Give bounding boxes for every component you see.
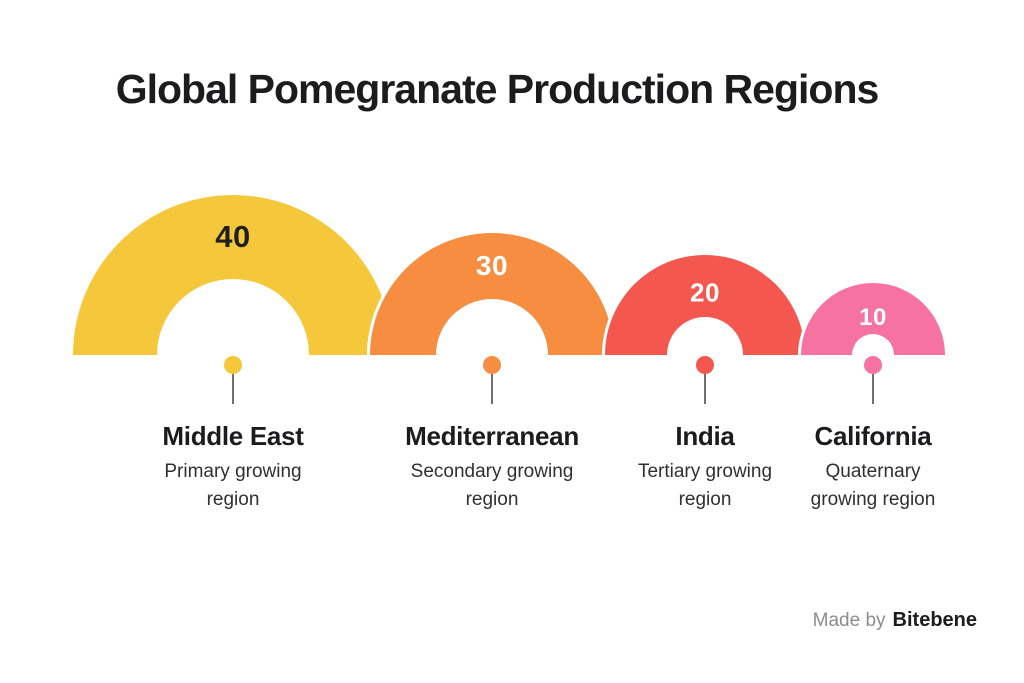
region-name: India (675, 421, 735, 451)
pin-line (704, 374, 706, 404)
arch-inner-hole (852, 334, 894, 355)
region-description: Secondary growing region (395, 458, 590, 514)
chart-title: Global Pomegranate Production Regions (115, 66, 880, 112)
made-by-label: Made by (812, 610, 886, 631)
value-label: 20 (690, 277, 720, 308)
region-name: Middle East (162, 421, 304, 451)
description-line: region (206, 489, 260, 510)
value-label: 40 (215, 219, 251, 254)
pin-line (232, 374, 234, 404)
description-line: Quaternary (825, 461, 921, 482)
pin-line (872, 374, 874, 404)
description-line: Secondary growing (410, 461, 574, 482)
description-line: Primary growing (164, 461, 302, 482)
region-description: Quaternary growing region (806, 458, 941, 514)
description-line: Tertiary growing (637, 461, 773, 482)
description-line: region (465, 489, 519, 510)
description-line: growing region (810, 489, 936, 510)
description-line: region (678, 489, 732, 510)
pin-dot (696, 356, 714, 374)
region-name: Mediterranean (405, 421, 579, 451)
region-description: Tertiary growing region (618, 458, 793, 514)
credit-footer: Made by Bitebene (813, 609, 977, 632)
pin-line (491, 374, 493, 404)
pin-dot (483, 356, 501, 374)
value-label: 10 (859, 303, 887, 331)
region-name: California (814, 421, 932, 451)
region-description: Primary growing region (141, 458, 326, 514)
pin-dot (864, 356, 882, 374)
value-label: 30 (475, 250, 509, 281)
brand-name: Bitebene (892, 609, 977, 631)
pin-dot (224, 356, 242, 374)
